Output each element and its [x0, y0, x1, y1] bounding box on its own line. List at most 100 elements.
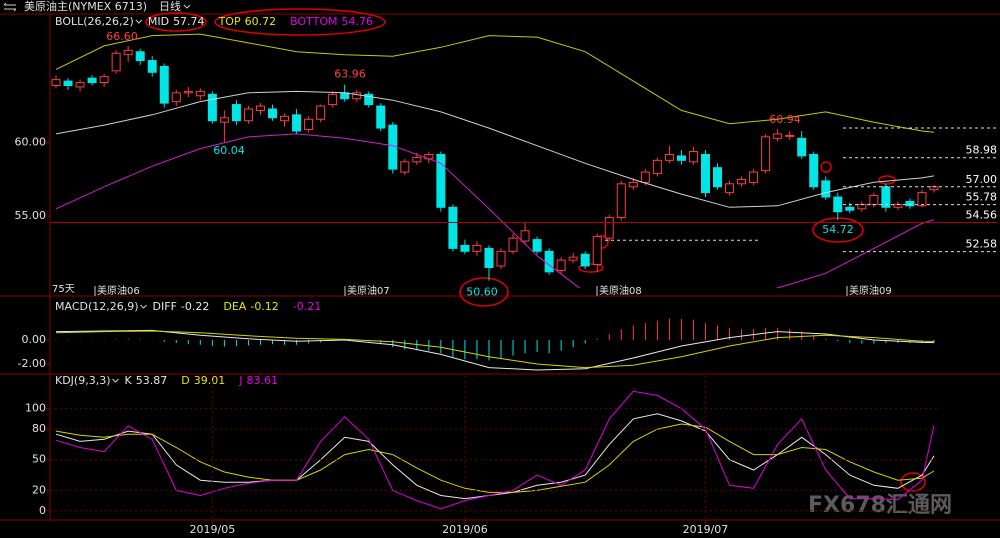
highlight-circle	[459, 277, 509, 307]
candle-body	[135, 51, 145, 62]
candle-body	[544, 250, 554, 273]
candle-body	[328, 93, 338, 106]
dropdown-chevron	[140, 304, 147, 309]
candle-body	[75, 82, 85, 88]
indicator-name: KDJ(9,3,3)	[55, 374, 111, 387]
readout-value: 60.72	[245, 15, 277, 28]
highlight-circle	[820, 161, 832, 173]
candle-body	[700, 153, 710, 194]
price-annotation: 63.96	[334, 68, 366, 81]
panel	[55, 390, 935, 510]
period-label: 日线	[159, 0, 181, 13]
y-tick-label: 0.00	[22, 333, 47, 346]
price-annotation: 60.04	[213, 144, 245, 157]
highlight-circle	[214, 8, 386, 36]
candle-body	[616, 183, 626, 219]
y-tick-label: 80	[32, 422, 46, 435]
indicator-line	[55, 133, 935, 288]
candle-body	[508, 237, 518, 252]
menu-icon[interactable]	[3, 2, 17, 12]
candle-body	[352, 92, 362, 100]
level-label: 55.78	[966, 191, 998, 204]
level-label: 54.56	[966, 209, 998, 222]
candle-body	[496, 250, 506, 267]
candle-body	[917, 192, 927, 207]
candle-body	[580, 253, 590, 267]
indicator-name: MACD(12,26,9)	[55, 300, 139, 313]
candle-body	[845, 206, 855, 211]
readout-value: 39.01	[194, 374, 226, 387]
candle-body	[688, 151, 698, 163]
candle-body	[532, 239, 542, 252]
candle-body	[87, 77, 97, 84]
y-tick-label: 50	[32, 453, 46, 466]
level-label: 52.58	[966, 238, 998, 251]
range-label: 75天	[52, 284, 75, 295]
candle-body	[460, 244, 470, 252]
candle-body	[773, 133, 783, 139]
chart-title: 美原油主(NYMEX 6713)	[24, 0, 147, 13]
readout-value: 57.74	[173, 15, 205, 28]
readout-value: -0.21	[293, 300, 321, 313]
indicator-line	[55, 33, 935, 133]
candle-body	[809, 153, 819, 188]
candle-body	[448, 206, 458, 249]
candle-body	[833, 196, 843, 213]
indicator-name: BOLL(26,26,2)	[55, 15, 134, 28]
level-label: 57.00	[966, 173, 998, 186]
contract-label: 美原油09	[849, 284, 892, 297]
candle-body	[749, 171, 759, 183]
y-tick-label: 60.00	[15, 136, 47, 149]
y-tick-label: 55.00	[15, 209, 47, 222]
candle-body	[268, 108, 277, 119]
candle-body	[664, 153, 674, 161]
candle-body	[725, 183, 735, 194]
candle-body	[797, 137, 807, 157]
indicator-line	[55, 413, 935, 500]
x-tick-label: 2019/05	[190, 523, 236, 536]
price-annotation: 54.72	[822, 223, 854, 236]
dropdown-chevron	[112, 378, 119, 383]
x-tick-label: 2019/07	[683, 523, 729, 536]
indicator-line	[55, 329, 935, 371]
highlight-circle	[145, 12, 207, 32]
candle-body	[183, 90, 193, 94]
readout-value: 54.76	[341, 15, 373, 28]
indicator-line	[55, 330, 935, 369]
candle-body	[280, 115, 290, 122]
indicator-line	[55, 390, 935, 510]
panel	[55, 318, 935, 371]
candle-body	[436, 153, 446, 208]
panel	[51, 33, 939, 288]
readout-value: 83.61	[246, 374, 278, 387]
candle-body	[785, 134, 795, 137]
candle-body	[171, 92, 181, 103]
candle-body	[159, 65, 169, 104]
candle-body	[472, 244, 482, 252]
candle-body	[207, 93, 217, 122]
candle-body	[484, 247, 494, 268]
candle-body	[412, 156, 422, 163]
candle-body	[556, 259, 566, 271]
candle-body	[676, 155, 686, 161]
readout-value: 53.87	[136, 374, 168, 387]
readout-name: K	[125, 374, 133, 387]
candle-body	[51, 79, 61, 86]
highlight-circle	[578, 263, 604, 273]
candle-body	[905, 200, 915, 207]
candle-body	[869, 195, 879, 205]
candle-body	[123, 49, 133, 56]
candle-body	[628, 181, 638, 188]
contract-label: 美原油06	[97, 284, 140, 297]
candle-body	[400, 161, 410, 173]
contract-label: 美原油08	[599, 284, 642, 297]
readout-name: DIFF	[153, 300, 177, 313]
candle-body	[219, 117, 229, 123]
candle-body	[376, 105, 386, 129]
candle-body	[364, 93, 374, 106]
readout-name: DEA	[223, 300, 246, 313]
price-annotation: 50.60	[466, 286, 498, 299]
candle-body	[292, 114, 302, 132]
